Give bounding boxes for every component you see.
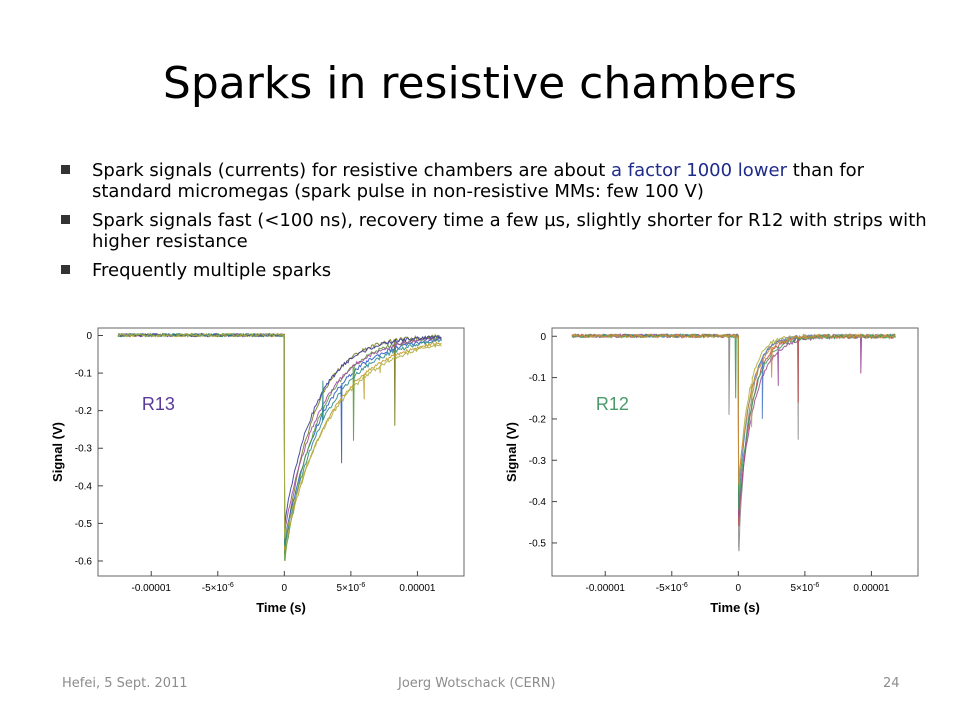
y-tick-label: 0 [540, 332, 546, 343]
x-tick-label-exponent: -6 [682, 582, 688, 589]
x-tick-label: 5×10-6 [790, 582, 819, 594]
x-tick-label-base: 0.00001 [399, 583, 436, 594]
signal-trace [571, 333, 896, 510]
y-tick-label: -0.4 [529, 497, 547, 508]
x-tick-label-base: -0.00001 [585, 583, 625, 594]
y-tick-label: -0.6 [75, 556, 93, 567]
x-tick-label: 5×10-6 [336, 582, 365, 594]
square-bullet-icon [61, 215, 70, 224]
y-tick-label: -0.2 [529, 414, 547, 425]
bullet-item: Spark signals fast (<100 ns), recovery t… [58, 210, 928, 252]
x-axis-label: Time (s) [710, 600, 760, 615]
square-bullet-icon [61, 265, 70, 274]
x-tick-label-exponent: -6 [813, 582, 819, 589]
x-axis-label: Time (s) [256, 600, 306, 615]
x-tick-label: -0.00001 [131, 583, 171, 594]
x-tick-label: 0.00001 [853, 583, 890, 594]
slide-number: 24 [883, 676, 900, 691]
x-tick-label-base: -5×10 [656, 583, 682, 594]
square-bullet-icon [61, 165, 70, 174]
x-tick-label: -0.00001 [585, 583, 625, 594]
x-tick-label: 0 [282, 583, 288, 594]
bullet-text: Spark signals fast (<100 ns), recovery t… [92, 210, 927, 252]
y-axis-label: Signal (V) [50, 422, 65, 482]
chart-r12: 0-0.1-0.2-0.3-0.4-0.5-0.00001 -5×10-6 0 5×1… [504, 327, 919, 615]
y-tick-label: -0.3 [529, 456, 547, 467]
slide-title: Sparks in resistive chambers [162, 58, 798, 109]
x-tick-label: -5×10-6 [656, 582, 688, 594]
y-tick-label: -0.2 [75, 406, 93, 417]
bullet-text: Frequently multiple sparks [92, 260, 332, 281]
bullet-text: Spark signals (currents) for resistive c… [92, 160, 612, 181]
x-tick-label-base: 0 [282, 583, 288, 594]
bullet-list: Spark signals (currents) for resistive c… [58, 160, 928, 289]
x-tick-label: 0.00001 [399, 583, 436, 594]
x-tick-label: 0 [736, 583, 742, 594]
x-tick-label-exponent: -6 [228, 582, 234, 589]
bullet-item: Frequently multiple sparks [58, 260, 928, 281]
x-tick-label-base: 5×10 [790, 583, 813, 594]
y-tick-label: -0.1 [529, 373, 547, 384]
y-tick-label: 0 [86, 331, 92, 342]
footer-date: Hefei, 5 Sept. 2011 [62, 676, 188, 691]
series-group-label: R12 [596, 394, 629, 414]
chart-r13: 0-0.1-0.2-0.3-0.4-0.5-0.6-0.00001 -5×10-6… [50, 327, 465, 615]
bullet-highlight: a factor 1000 lower [611, 160, 787, 181]
y-tick-label: -0.4 [75, 481, 93, 492]
plot-frame [97, 327, 465, 577]
x-tick-label-base: -5×10 [202, 583, 228, 594]
series-group-label: R13 [142, 394, 175, 414]
y-axis-label: Signal (V) [504, 422, 519, 482]
x-tick-label-base: 0.00001 [853, 583, 890, 594]
x-tick-label-exponent: -6 [359, 582, 365, 589]
x-tick-label-base: -0.00001 [131, 583, 171, 594]
y-tick-label: -0.5 [75, 519, 93, 530]
y-tick-label: -0.5 [529, 538, 547, 549]
bullet-item: Spark signals (currents) for resistive c… [58, 160, 928, 202]
footer-author: Joerg Wotschack (CERN) [398, 676, 556, 691]
signal-trace [118, 332, 442, 539]
y-tick-label: -0.1 [75, 369, 93, 380]
x-tick-label-base: 5×10 [336, 583, 359, 594]
signal-trace [571, 333, 896, 486]
x-tick-label: -5×10-6 [202, 582, 234, 594]
bullet-text-end: than for standard micromegas (spark puls… [92, 160, 865, 202]
x-tick-label-base: 0 [736, 583, 742, 594]
y-tick-label: -0.3 [75, 444, 93, 455]
